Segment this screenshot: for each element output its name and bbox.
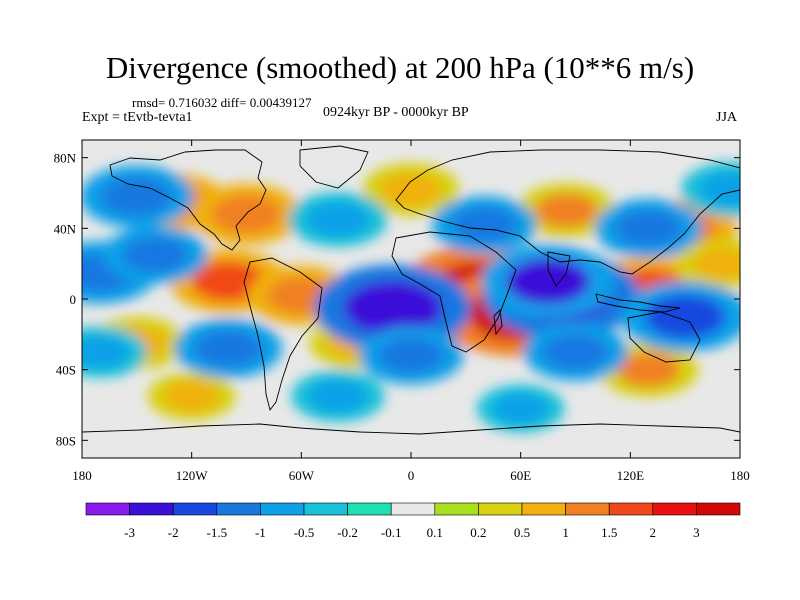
colorbar-label: 2 bbox=[650, 525, 657, 540]
anomaly-core bbox=[614, 209, 683, 247]
colorbar-swatch bbox=[652, 502, 697, 516]
period-label: 0924kyr BP - 0000kyr BP bbox=[323, 105, 469, 120]
colorbar-swatch bbox=[565, 502, 610, 516]
anomaly-core bbox=[164, 381, 220, 412]
colorbar-label: -0.5 bbox=[294, 525, 315, 540]
colorbar-label: 1.5 bbox=[601, 525, 617, 540]
colorbar-label: -2 bbox=[168, 525, 179, 540]
coastline-antarctica bbox=[82, 423, 740, 435]
coastline-africa bbox=[391, 231, 517, 353]
colorbar-label: -1.5 bbox=[207, 525, 228, 540]
colorbar-label: 0.5 bbox=[514, 525, 530, 540]
colorbar: -3 -2 -1.5 -1 -0.5 -0.2 -0.1 0.1 0.2 0.5 1 1.5 2 3 bbox=[85, 502, 741, 540]
anomaly-core bbox=[343, 280, 442, 335]
anomaly-core bbox=[82, 336, 130, 368]
coastline-south-america bbox=[243, 257, 323, 412]
anomaly-core bbox=[194, 329, 262, 367]
colorbar-label: -0.1 bbox=[381, 525, 402, 540]
anomaly-core bbox=[493, 393, 549, 424]
coastline-india bbox=[547, 251, 571, 287]
anomaly-core bbox=[306, 202, 369, 237]
y-tick-label: 0 bbox=[70, 292, 77, 307]
y-tick-label: 40S bbox=[56, 363, 76, 378]
y-tick-label: 80S bbox=[56, 433, 76, 448]
colorbar-swatch bbox=[521, 502, 566, 516]
coastline-eurasia bbox=[395, 149, 740, 275]
x-axis: 180 120W 60W 0 60E 120E 180 bbox=[72, 140, 750, 483]
anomaly-core bbox=[693, 248, 740, 280]
anomaly-core bbox=[542, 334, 609, 370]
colorbar-label: 1 bbox=[562, 525, 569, 540]
chart-title: Divergence (smoothed) at 200 hPa (10**6 … bbox=[105, 50, 695, 85]
y-tick-label: 40N bbox=[54, 221, 77, 236]
coastlines bbox=[82, 145, 740, 435]
colorbar-label: 3 bbox=[693, 525, 700, 540]
anomaly-core bbox=[451, 206, 517, 243]
colorbar-swatch bbox=[478, 502, 523, 516]
x-tick-label: 180 bbox=[72, 468, 92, 483]
colorbar-swatch bbox=[390, 502, 436, 516]
coastline-australia bbox=[627, 311, 701, 363]
anomaly-core bbox=[101, 177, 173, 217]
anomaly-core bbox=[535, 193, 598, 228]
colorbar-swatch bbox=[696, 502, 741, 516]
anomaly-core bbox=[378, 337, 444, 374]
coastline-indonesia bbox=[595, 293, 681, 313]
colorbar-swatch bbox=[260, 502, 305, 516]
colorbar-swatch bbox=[303, 502, 348, 516]
anomaly-core bbox=[122, 236, 188, 273]
anomaly-core bbox=[308, 380, 368, 413]
x-tick-label: 180 bbox=[730, 468, 750, 483]
x-tick-label: 60E bbox=[510, 468, 531, 483]
anomaly-core bbox=[699, 172, 740, 207]
colorbar-label: -1 bbox=[255, 525, 266, 540]
colorbar-swatch bbox=[85, 502, 130, 516]
y-axis: 80N 40N 0 40S 80S bbox=[54, 151, 740, 448]
colorbar-swatch bbox=[434, 502, 479, 516]
colorbar-swatch bbox=[129, 502, 174, 516]
anomaly-core bbox=[506, 258, 590, 305]
colorbar-swatch bbox=[172, 502, 218, 516]
colorbar-label: -3 bbox=[124, 525, 135, 540]
x-tick-label: 120E bbox=[617, 468, 645, 483]
x-tick-label: 60W bbox=[289, 468, 315, 483]
colorbar-swatch bbox=[608, 502, 654, 516]
experiment-label: Expt = tEvtb-tevta1 bbox=[82, 110, 193, 125]
colorbar-swatch bbox=[347, 502, 392, 516]
colorbar-label: 0.2 bbox=[470, 525, 486, 540]
anomaly-core bbox=[380, 172, 442, 206]
x-tick-label: 0 bbox=[408, 468, 415, 483]
divergence-field bbox=[82, 162, 740, 433]
season-label: JJA bbox=[716, 110, 738, 125]
coastline-north-america bbox=[109, 149, 267, 251]
colorbar-label: 0.1 bbox=[427, 525, 443, 540]
stats-text: rmsd= 0.716032 diff= 0.00439127 bbox=[132, 95, 312, 110]
y-tick-label: 80N bbox=[54, 151, 77, 166]
map-area bbox=[81, 139, 741, 459]
colorbar-label: -0.2 bbox=[337, 525, 358, 540]
anomaly-core bbox=[645, 294, 726, 339]
coastline-greenland bbox=[299, 145, 369, 189]
colorbar-swatch bbox=[216, 502, 261, 516]
coastline-madagascar bbox=[493, 309, 503, 336]
x-tick-label: 120W bbox=[176, 468, 209, 483]
